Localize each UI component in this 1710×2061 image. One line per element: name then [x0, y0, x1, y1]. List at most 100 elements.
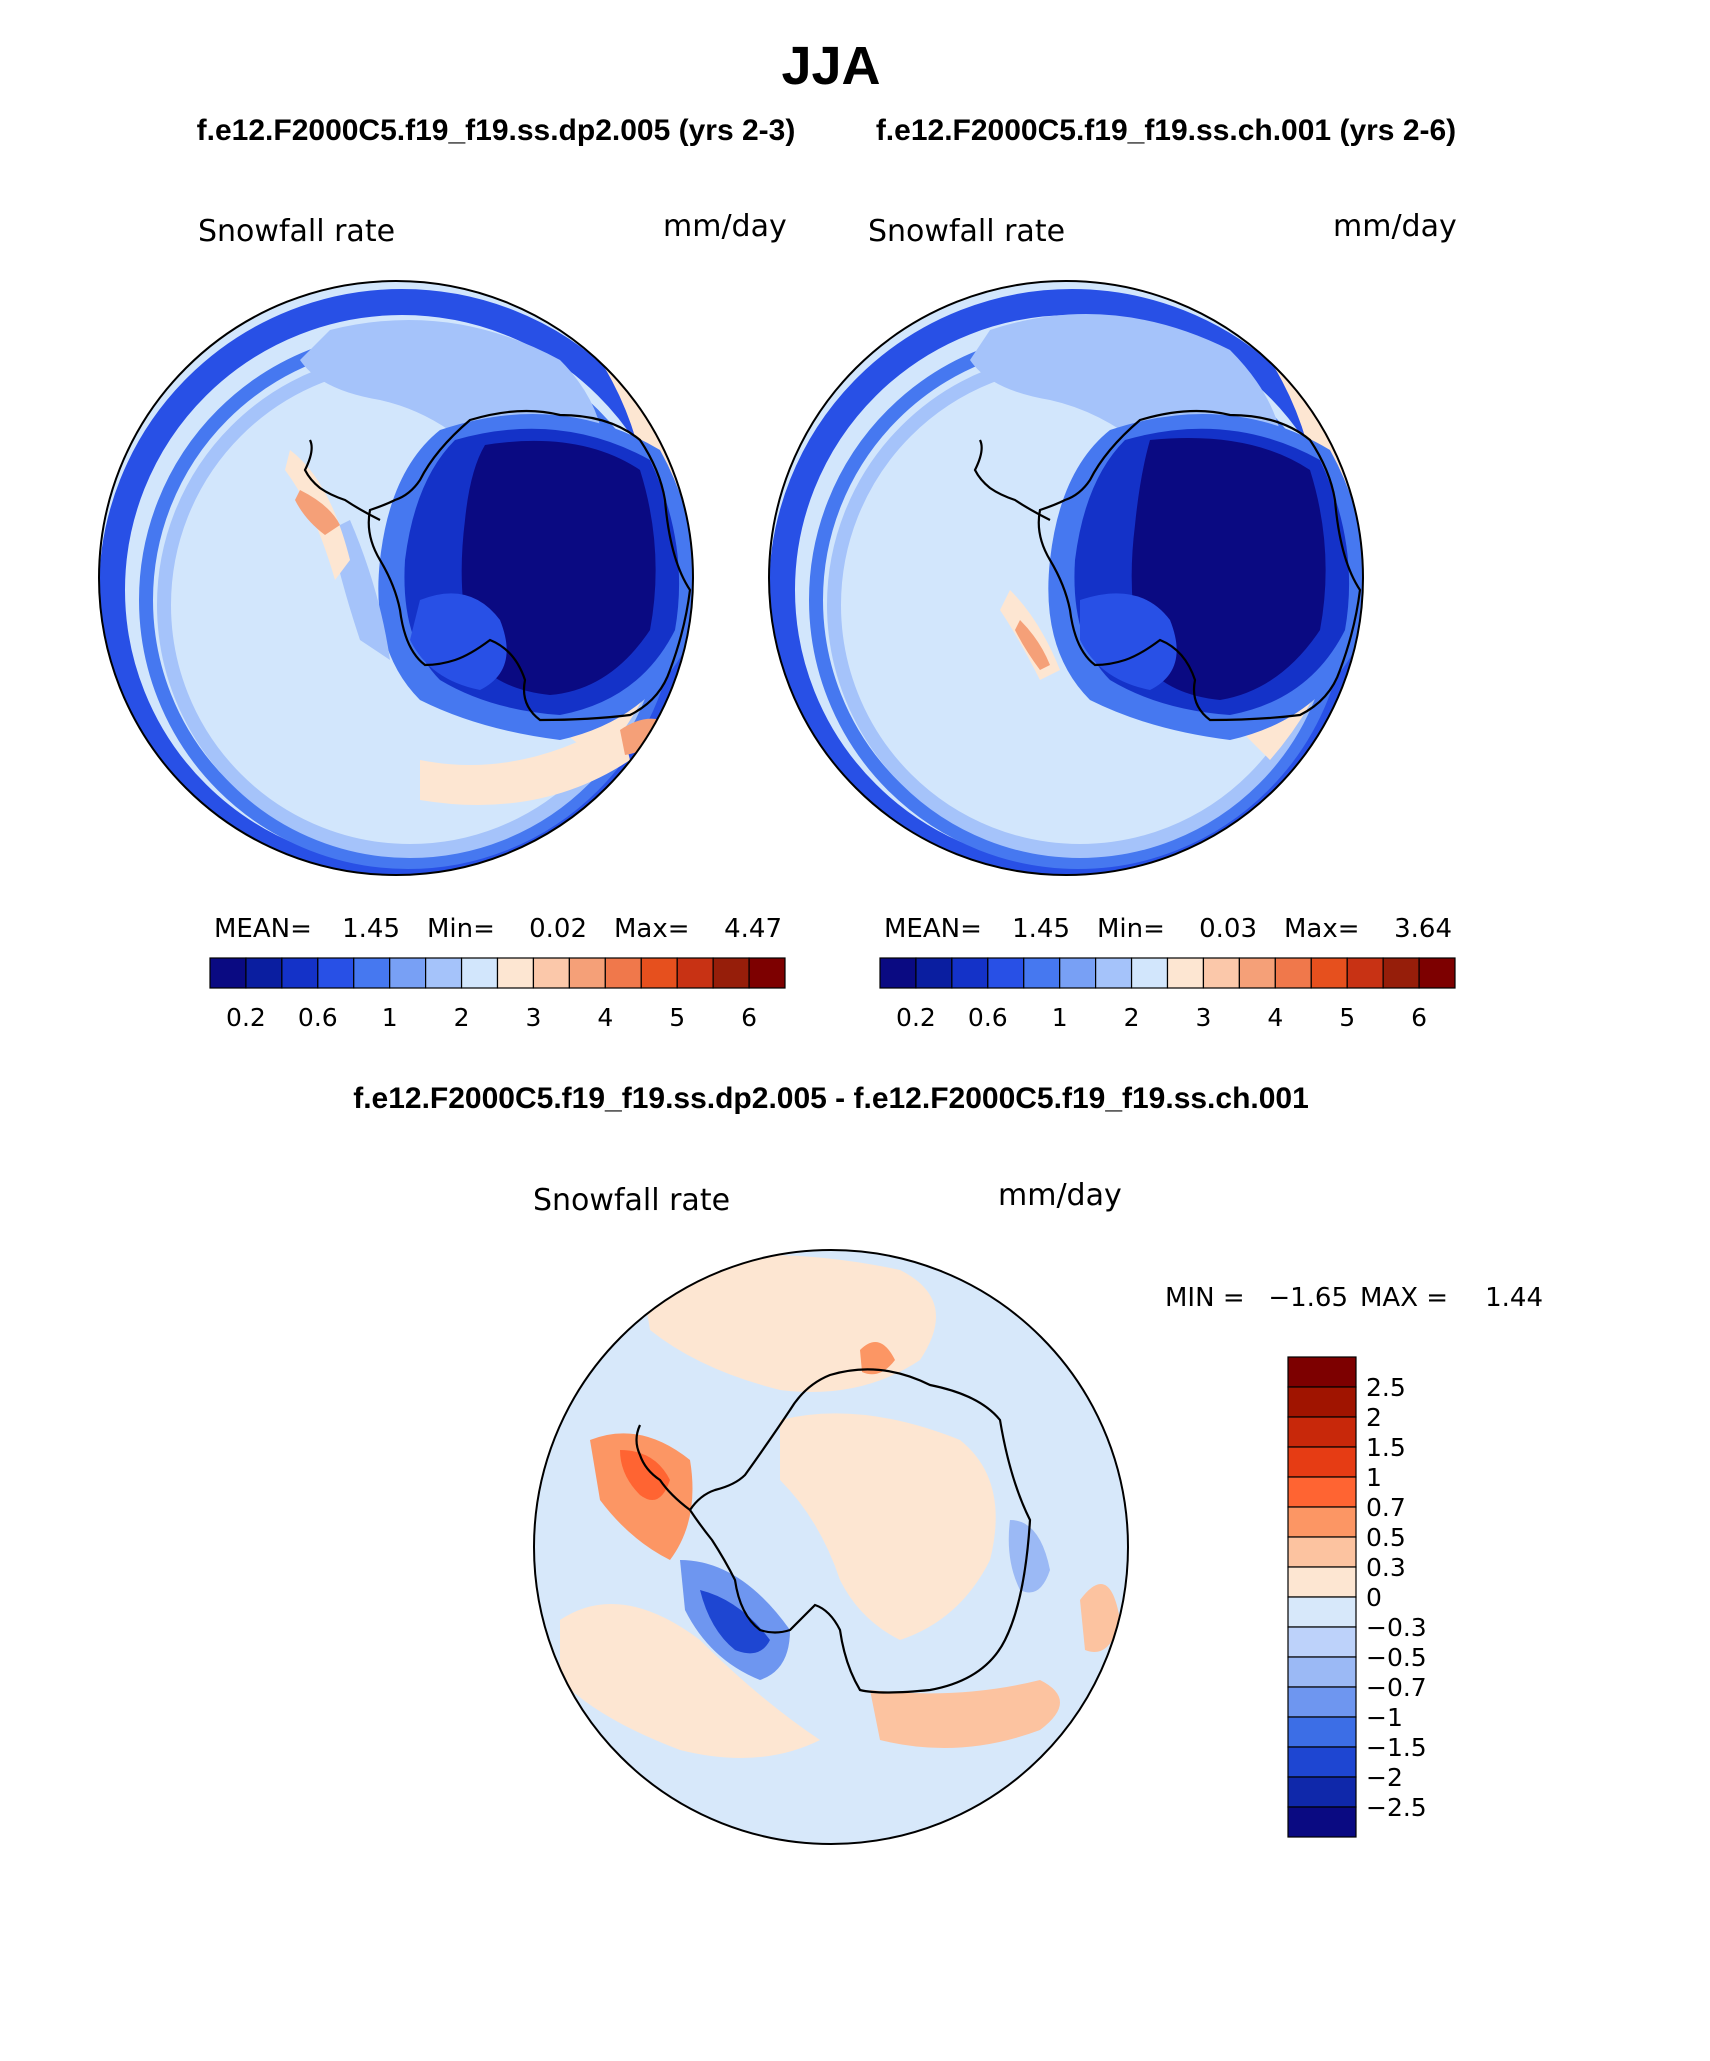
panel-c-colorbar-swatch: [1287, 1536, 1357, 1568]
panel-b-colorbar-tick-label: 6: [1411, 1003, 1427, 1032]
panel-b-map-border: [768, 280, 1364, 876]
panel-b-colorbar-swatch: [1382, 957, 1420, 989]
panel-a-min-value: 0.02: [529, 914, 587, 944]
panel-a-colorbar-tick-label: 2: [454, 1003, 470, 1032]
panel-a-colorbar-swatch: [425, 957, 463, 989]
panel-a-peninsula-max: [295, 490, 340, 535]
panel-a-colorbar-swatch: [389, 957, 427, 989]
panel-c-colorbar-tick-label: −1.5: [1366, 1733, 1427, 1762]
panel-b-max-label: Max=: [1284, 914, 1360, 944]
panel-b-colorbar-tick-label: 4: [1267, 1003, 1283, 1032]
panel-case-a: Snowfall rate mm/day MEAN= 1.45 Min= 0.0…: [98, 209, 787, 1032]
panel-b-colorbar: 0.2 0.6 1 2 3 4 5 6: [879, 957, 1456, 1032]
panel-c-positive-patch: [780, 1413, 996, 1640]
case-b-title: f.e12.F2000C5.f19_f19.ss.ch.001 (yrs 2-6…: [876, 114, 1456, 147]
panel-c-colorbar-swatch: [1287, 1446, 1357, 1478]
panel-c-colorbar-tick-label: 2.5: [1366, 1373, 1406, 1402]
panel-c-min-label: MIN =: [1165, 1283, 1245, 1313]
panel-c-colorbar-tick-label: 1: [1366, 1463, 1382, 1492]
panel-c-colorbar-swatch: [1287, 1476, 1357, 1508]
panel-c-peninsula-positive: [590, 1433, 693, 1560]
panel-b-colorbar-swatch: [879, 957, 917, 989]
panel-a-variable-label: Snowfall rate: [198, 214, 395, 249]
panel-c-colorbar-tick-label: 0: [1366, 1583, 1382, 1612]
panel-c-colorbar-swatch: [1287, 1806, 1357, 1838]
panel-c-map-border: [533, 1249, 1129, 1845]
panel-b-max-value: 3.64: [1394, 914, 1452, 944]
panel-c-colorbar-swatch: [1287, 1386, 1357, 1418]
panel-a-colorbar-swatch: [281, 957, 319, 989]
panel-c-colorbar-swatch: [1287, 1596, 1357, 1628]
panel-b-colorbar-swatch: [951, 957, 989, 989]
panel-c-colorbar-swatch: [1287, 1776, 1357, 1808]
panel-a-warm-patch: [420, 720, 630, 805]
panel-c-colorbar-tick-label: 0.5: [1366, 1523, 1406, 1552]
panel-b-continent-core: [1131, 438, 1326, 700]
panel-c-ross-min: [700, 1590, 770, 1654]
panel-a-units-label: mm/day: [663, 209, 787, 244]
panel-b-colorbar-swatch: [1418, 957, 1456, 989]
panel-c-colorbar-tick-label: 0.7: [1366, 1493, 1406, 1522]
panel-c-positive-patch: [1080, 1584, 1120, 1652]
panel-b-colorbar-swatch: [1166, 957, 1205, 989]
panel-b-mean-value: 1.45: [1012, 914, 1070, 944]
panel-c-positive-patch: [870, 1680, 1060, 1748]
panel-a-colorbar-swatch: [460, 957, 499, 989]
panel-b-colorbar-tick-label: 0.6: [968, 1003, 1008, 1032]
panel-a-colorbar-swatch: [676, 957, 714, 989]
panel-a-colorbar-tick-label: 1: [382, 1003, 398, 1032]
panel-c-positive-patch: [560, 1604, 820, 1758]
panel-c-colorbar-tick-label: 2: [1366, 1403, 1382, 1432]
panel-a-colorbar-swatch: [532, 957, 570, 989]
panel-a-min-label: Min=: [427, 914, 495, 944]
panel-c-colorbar-swatch: [1287, 1566, 1357, 1598]
case-a-title: f.e12.F2000C5.f19_f19.ss.dp2.005 (yrs 2-…: [197, 114, 796, 147]
panel-c-colorbar-tick-label: −0.3: [1366, 1613, 1427, 1642]
panel-a-colorbar-swatch: [568, 957, 606, 989]
panel-b-colorbar-swatch: [1346, 957, 1384, 989]
panel-b-colorbar-swatch: [1095, 957, 1133, 989]
panel-a-colorbar-swatch: [604, 957, 642, 989]
panel-a-max-value: 4.47: [724, 914, 782, 944]
panel-c-colorbar-tick-label: 1.5: [1366, 1433, 1406, 1462]
panel-b-variable-label: Snowfall rate: [868, 214, 1065, 249]
panel-b-colorbar-swatch: [915, 957, 953, 989]
panel-c-colorbar-swatch: [1287, 1506, 1357, 1538]
panel-c-colorbar-swatch: [1287, 1716, 1357, 1748]
panel-c-colorbar-tick-label: −1: [1366, 1703, 1403, 1732]
season-title: JJA: [781, 36, 880, 96]
panel-a-colorbar-tick-label: 0.6: [298, 1003, 338, 1032]
panel-difference: Snowfall rate mm/day MIN = −1.65 MAX = 1…: [533, 1178, 1543, 1845]
panel-b-colorbar-swatch: [1310, 957, 1348, 989]
panel-a-colorbar-swatch: [640, 957, 678, 989]
panel-b-colorbar-swatch: [1059, 957, 1097, 989]
panel-b-colorbar-tick-label: 2: [1124, 1003, 1140, 1032]
panel-a-colorbar-swatch: [353, 957, 391, 989]
panel-c-peninsula-max: [620, 1450, 670, 1500]
panel-a-colorbar-swatch: [245, 957, 283, 989]
panel-a-colorbar-tick-label: 5: [669, 1003, 685, 1032]
panel-b-min-label: Min=: [1097, 914, 1165, 944]
panel-b-mean-label: MEAN=: [884, 914, 982, 944]
panel-b-colorbar-swatch: [1023, 957, 1061, 989]
panel-c-colorbar-swatch: [1287, 1656, 1357, 1688]
panel-b-colorbar-tick-label: 3: [1195, 1003, 1211, 1032]
panel-c-positive-patch: [860, 1342, 895, 1375]
panel-a-colorbar-swatch: [317, 957, 355, 989]
panel-c-colorbar-tick-label: −0.5: [1366, 1643, 1427, 1672]
panel-b-colorbar-swatch: [1274, 957, 1312, 989]
panel-c-colorbar-swatch: [1287, 1626, 1357, 1658]
panel-a-map-border: [98, 280, 694, 876]
panel-c-colorbar-tick-label: 0.3: [1366, 1553, 1406, 1582]
panel-a-colorbar-swatch: [712, 957, 750, 989]
difference-title: f.e12.F2000C5.f19_f19.ss.dp2.005 - f.e12…: [353, 1082, 1309, 1115]
panel-c-coastline: [635, 1368, 1032, 1694]
panel-c-colorbar-tick-label: −0.7: [1366, 1673, 1427, 1702]
panel-c-units-label: mm/day: [998, 1178, 1122, 1213]
panel-c-variable-label: Snowfall rate: [533, 1183, 730, 1218]
panel-b-map: [769, 281, 1363, 875]
panel-c-colorbar-swatch: [1287, 1746, 1357, 1778]
panel-a-coastline: [303, 409, 692, 722]
panel-a-colorbar: 0.2 0.6 1 2 3 4 5 6: [209, 957, 786, 1032]
